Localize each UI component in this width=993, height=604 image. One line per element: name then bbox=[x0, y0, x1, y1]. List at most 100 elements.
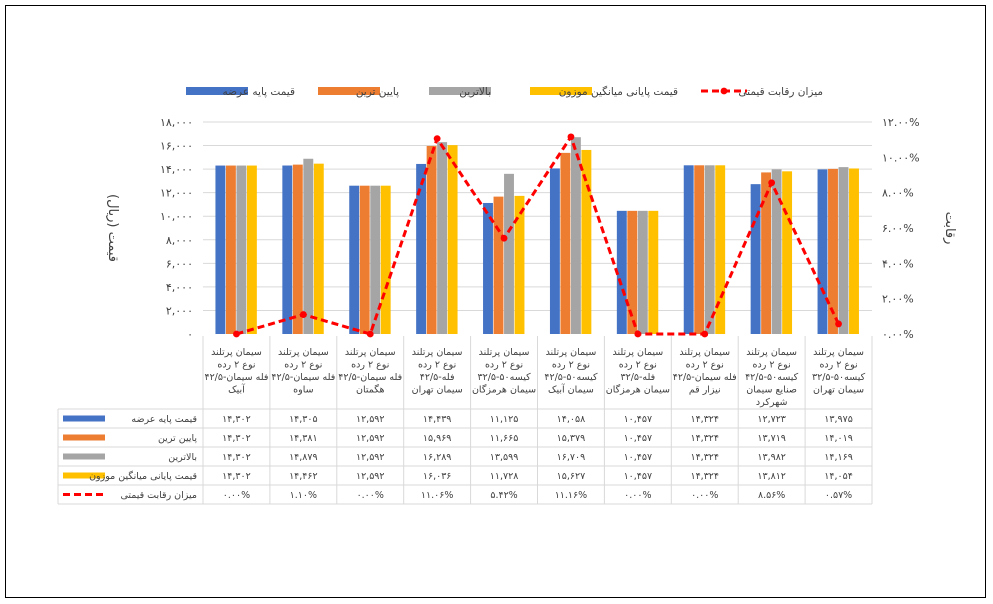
y-tick-label: ۱۲,۰۰۰ bbox=[160, 187, 193, 200]
row-swatch bbox=[63, 472, 105, 479]
bar bbox=[303, 158, 314, 334]
category-label: سیمان تهران bbox=[412, 385, 463, 396]
bar bbox=[683, 165, 694, 334]
legend-item: میزان رقابت قیمتی bbox=[701, 86, 823, 98]
line-point bbox=[233, 330, 240, 338]
legend-marker bbox=[720, 87, 728, 95]
category-label: سیمان پرتلند bbox=[412, 347, 463, 358]
bar bbox=[349, 185, 360, 334]
table-cell: ۱۱.۰۶% bbox=[421, 490, 453, 501]
category-label: سیمان پرتلند bbox=[479, 347, 530, 358]
category-label: سیمان پرتلند bbox=[211, 347, 262, 358]
table-cell: ۱۰,۴۵۷ bbox=[624, 452, 653, 463]
chart-canvas: ۰ ۲,۰۰۰ ۴,۰۰۰ ۶,۰۰۰ ۸,۰۰۰ ۱۰,۰۰۰ ۱۲,۰۰۰ ۱۴,۰۰۰ ۱… bbox=[57, 85, 957, 505]
table-cell: ۱۴,۰۵۸ bbox=[557, 414, 586, 425]
table-cell: ۱۱,۶۶۵ bbox=[490, 433, 519, 444]
row-label: بالاترین bbox=[168, 452, 197, 463]
bar bbox=[246, 165, 257, 334]
category-label: نوع ۲ رده bbox=[351, 360, 389, 371]
bar bbox=[380, 185, 391, 334]
y2-tick-label: ۸.۰۰% bbox=[882, 187, 914, 200]
table-cell: ۱۴,۳۲۴ bbox=[690, 471, 719, 482]
y-tick-label: ۴,۰۰۰ bbox=[166, 281, 193, 294]
bar bbox=[560, 152, 571, 334]
table-cell: ۱۵,۹۶۹ bbox=[423, 433, 452, 444]
bar bbox=[570, 137, 581, 334]
table-cell: ۱۳,۹۷۵ bbox=[824, 414, 853, 425]
category-label: ۴۲/۵-کیسه۵۰ bbox=[544, 372, 598, 383]
row-label: قیمت پایانی میانگین موزون bbox=[89, 470, 197, 482]
table-cell: ۱۴,۸۷۹ bbox=[289, 452, 318, 463]
table-cell: ۱۴,۳۰۲ bbox=[222, 433, 251, 444]
row-swatch bbox=[63, 434, 105, 441]
category-label: ۴۲/۵-فله bbox=[420, 372, 455, 383]
table-cell: ۱۴,۴۳۹ bbox=[423, 414, 452, 425]
legend-item: بالاترین bbox=[429, 86, 491, 98]
legend-swatch bbox=[318, 87, 380, 95]
bar bbox=[849, 168, 859, 334]
legend-swatch bbox=[186, 87, 248, 95]
table-cell: ۱۲,۷۲۳ bbox=[757, 414, 786, 425]
y-tick-label: ۰ bbox=[187, 328, 193, 341]
table-cell: ۱۴,۳۲۴ bbox=[690, 433, 719, 444]
y-axis-right: ۰.۰۰% ۲.۰۰% ۴.۰۰% ۶.۰۰% ۸.۰۰% ۱۰.۰۰% ۱۲.۰۰% bbox=[882, 116, 920, 341]
bar bbox=[493, 196, 504, 334]
line-point bbox=[366, 330, 374, 338]
bar bbox=[637, 210, 648, 334]
legend-label: قیمت پایانی میانگین موزون bbox=[559, 85, 678, 98]
table-cell: ۱۴,۳۸۱ bbox=[289, 433, 318, 444]
category-label: نوع ۲ رده bbox=[552, 360, 590, 371]
y2-tick-label: ۶.۰۰% bbox=[882, 222, 914, 235]
y2-tick-label: ۱۲.۰۰% bbox=[882, 116, 920, 129]
y-tick-label: ۸,۰۰۰ bbox=[166, 234, 193, 247]
y-axis-left: ۰ ۲,۰۰۰ ۴,۰۰۰ ۶,۰۰۰ ۸,۰۰۰ ۱۰,۰۰۰ ۱۲,۰۰۰ ۱۴,۰۰۰ ۱… bbox=[160, 116, 193, 341]
category-label: سیمان هرمزگان bbox=[606, 384, 670, 396]
table-cell: ۱۴,۳۲۴ bbox=[690, 414, 719, 425]
category-label: سیمان پرتلند bbox=[546, 347, 597, 358]
y-tick-label: ۱۴,۰۰۰ bbox=[160, 163, 193, 176]
table-cell: ۱۶,۷۰۹ bbox=[557, 452, 586, 463]
y2-tick-label: ۴.۰۰% bbox=[882, 257, 914, 270]
bar bbox=[828, 168, 838, 334]
legend-label: قیمت پایه عرضه bbox=[222, 86, 295, 98]
bar bbox=[447, 145, 458, 334]
table-cell: ۱۲,۵۹۲ bbox=[356, 452, 385, 463]
chart-frame: ۰ ۲,۰۰۰ ۴,۰۰۰ ۶,۰۰۰ ۸,۰۰۰ ۱۰,۰۰۰ ۱۲,۰۰۰ ۱۴,۰۰۰ ۱… bbox=[5, 5, 986, 598]
category-label: ۴۲/۵-فله سیمان bbox=[204, 372, 268, 383]
line-point bbox=[768, 179, 776, 187]
category-label: نوع ۲ رده bbox=[217, 360, 255, 371]
legend-swatch bbox=[429, 87, 491, 95]
category-label: سیمان پرتلند bbox=[278, 347, 329, 358]
legend-label: پایین ترین bbox=[356, 86, 399, 98]
bar-series bbox=[215, 137, 859, 334]
legend-label: بالاترین bbox=[459, 86, 491, 98]
category-label: ۴۲/۵-فله سیمان bbox=[271, 372, 335, 383]
table-cell: ۱۰,۴۵۷ bbox=[624, 471, 653, 482]
y-tick-label: ۲,۰۰۰ bbox=[166, 304, 193, 317]
table-cell: ۰.۵۷% bbox=[825, 490, 852, 501]
legend-swatch bbox=[530, 87, 592, 95]
category-label: ۴۲/۵-کیسه۵۰ bbox=[745, 372, 799, 383]
bar bbox=[750, 184, 761, 334]
bar bbox=[549, 168, 560, 334]
y2-axis-title: رقابت bbox=[942, 212, 957, 245]
y2-tick-label: ۱۰.۰۰% bbox=[882, 151, 920, 164]
table-cell: ۰.۰۰% bbox=[223, 490, 250, 501]
category-label: نوع ۲ رده bbox=[619, 360, 657, 371]
table-cell: ۱۳,۷۱۹ bbox=[757, 433, 786, 444]
bar bbox=[715, 165, 726, 334]
table-cell: ۱۳,۵۹۹ bbox=[490, 452, 519, 463]
row-swatch bbox=[63, 453, 105, 460]
bar bbox=[282, 165, 293, 334]
category-label: ۳۲/۵-فله bbox=[620, 372, 655, 383]
bar bbox=[236, 165, 247, 334]
y-tick-label: ۱۰,۰۰۰ bbox=[160, 210, 193, 223]
table-cell: ۱۲,۵۹۲ bbox=[356, 414, 385, 425]
category-label: ۴۲/۵-فله سیمان bbox=[338, 372, 402, 383]
table-cell: ۰.۰۰% bbox=[691, 490, 718, 501]
table-cell: ۱۳,۹۸۲ bbox=[757, 452, 786, 463]
bar bbox=[782, 171, 793, 334]
category-label: نوع ۲ رده bbox=[753, 360, 791, 371]
legend-label: میزان رقابت قیمتی bbox=[738, 86, 823, 98]
